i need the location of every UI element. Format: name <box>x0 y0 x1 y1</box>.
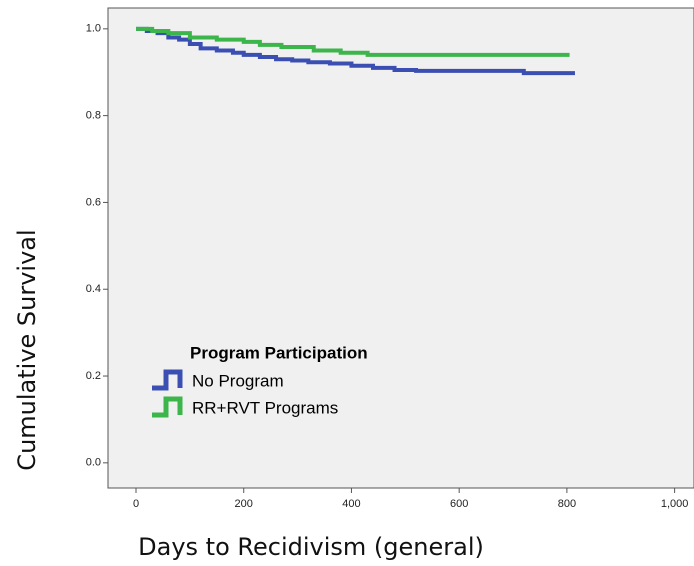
y-tick-label: 0.8 <box>86 110 101 122</box>
y-tick-label: 1.0 <box>86 23 101 35</box>
x-tick-label: 1,000 <box>661 498 689 510</box>
legend-label: No Program <box>192 371 284 390</box>
plot-area <box>107 7 694 489</box>
survival-line <box>136 26 575 76</box>
survival-line <box>136 26 570 57</box>
legend: Program Participation No Program RR+RVT P… <box>152 343 368 418</box>
legend-title: Program Participation <box>190 343 368 362</box>
x-tick-label: 600 <box>450 498 468 510</box>
y-tick-label: 0.2 <box>86 370 101 382</box>
x-tick-label: 200 <box>235 498 253 510</box>
legend-swatch <box>152 369 183 391</box>
y-axis-label: Cumulative Survival <box>13 229 41 470</box>
x-tick-label: 0 <box>133 498 139 510</box>
legend-label: RR+RVT Programs <box>192 398 338 417</box>
x-axis-label: Days to Recidivism (general) <box>138 533 484 561</box>
x-tick-label: 400 <box>342 498 360 510</box>
y-tick-label: 0.4 <box>86 283 101 295</box>
x-tick-label: 800 <box>558 498 576 510</box>
y-tick-label: 0.0 <box>86 457 101 469</box>
y-tick-label: 0.6 <box>86 196 101 208</box>
legend-swatch <box>152 396 183 418</box>
